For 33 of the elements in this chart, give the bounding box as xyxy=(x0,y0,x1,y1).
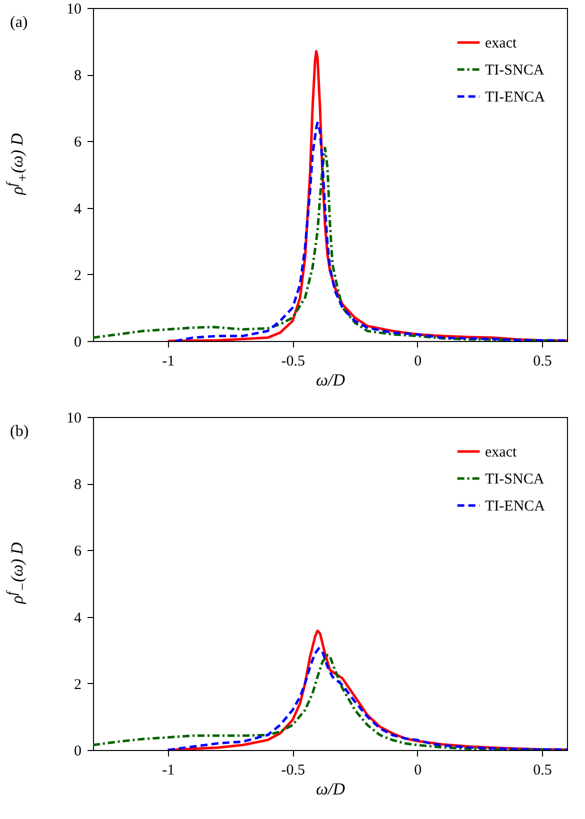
x-tick-label: 0.5 xyxy=(533,354,552,370)
chart-title: (a) xyxy=(10,14,28,31)
y-tick-label: 4 xyxy=(74,201,82,218)
x-tick-label: -0.5 xyxy=(281,762,305,778)
legend-label: exact xyxy=(485,444,518,460)
line-series xyxy=(174,122,567,341)
y-tick-label: 10 xyxy=(66,410,82,426)
legend-label: TI-SNCA xyxy=(485,62,544,78)
y-tick-label: 0 xyxy=(74,334,82,350)
y-tick-label: 4 xyxy=(74,610,82,626)
x-axis-title: ω/D xyxy=(316,370,346,390)
legend-label: TI-SNCA xyxy=(485,472,544,488)
line-series xyxy=(93,146,567,341)
y-tick-label: 8 xyxy=(74,68,82,84)
y-tick-label: 6 xyxy=(74,544,82,560)
y-tick-label: 2 xyxy=(74,268,82,284)
legend-label: TI-ENCA xyxy=(485,90,546,106)
legend-label: TI-ENCA xyxy=(485,498,546,514)
x-tick-label: -1 xyxy=(162,354,175,370)
legend-label: exact xyxy=(485,36,518,52)
chart-title: (b) xyxy=(10,423,29,440)
x-axis-title: ω/D xyxy=(316,780,346,798)
x-tick-label: -0.5 xyxy=(281,354,305,370)
x-tick-label: 0.5 xyxy=(533,762,552,778)
y-tick-label: 2 xyxy=(74,676,82,693)
y-tick-label: 0 xyxy=(74,744,82,760)
x-tick-label: 0 xyxy=(414,762,422,778)
y-tick-label: 10 xyxy=(66,2,82,18)
y-tick-label: 6 xyxy=(74,134,82,151)
x-tick-label: -1 xyxy=(162,762,175,778)
y-tick-label: 8 xyxy=(74,477,82,494)
line-series xyxy=(93,654,567,750)
x-tick-label: 0 xyxy=(414,354,422,370)
